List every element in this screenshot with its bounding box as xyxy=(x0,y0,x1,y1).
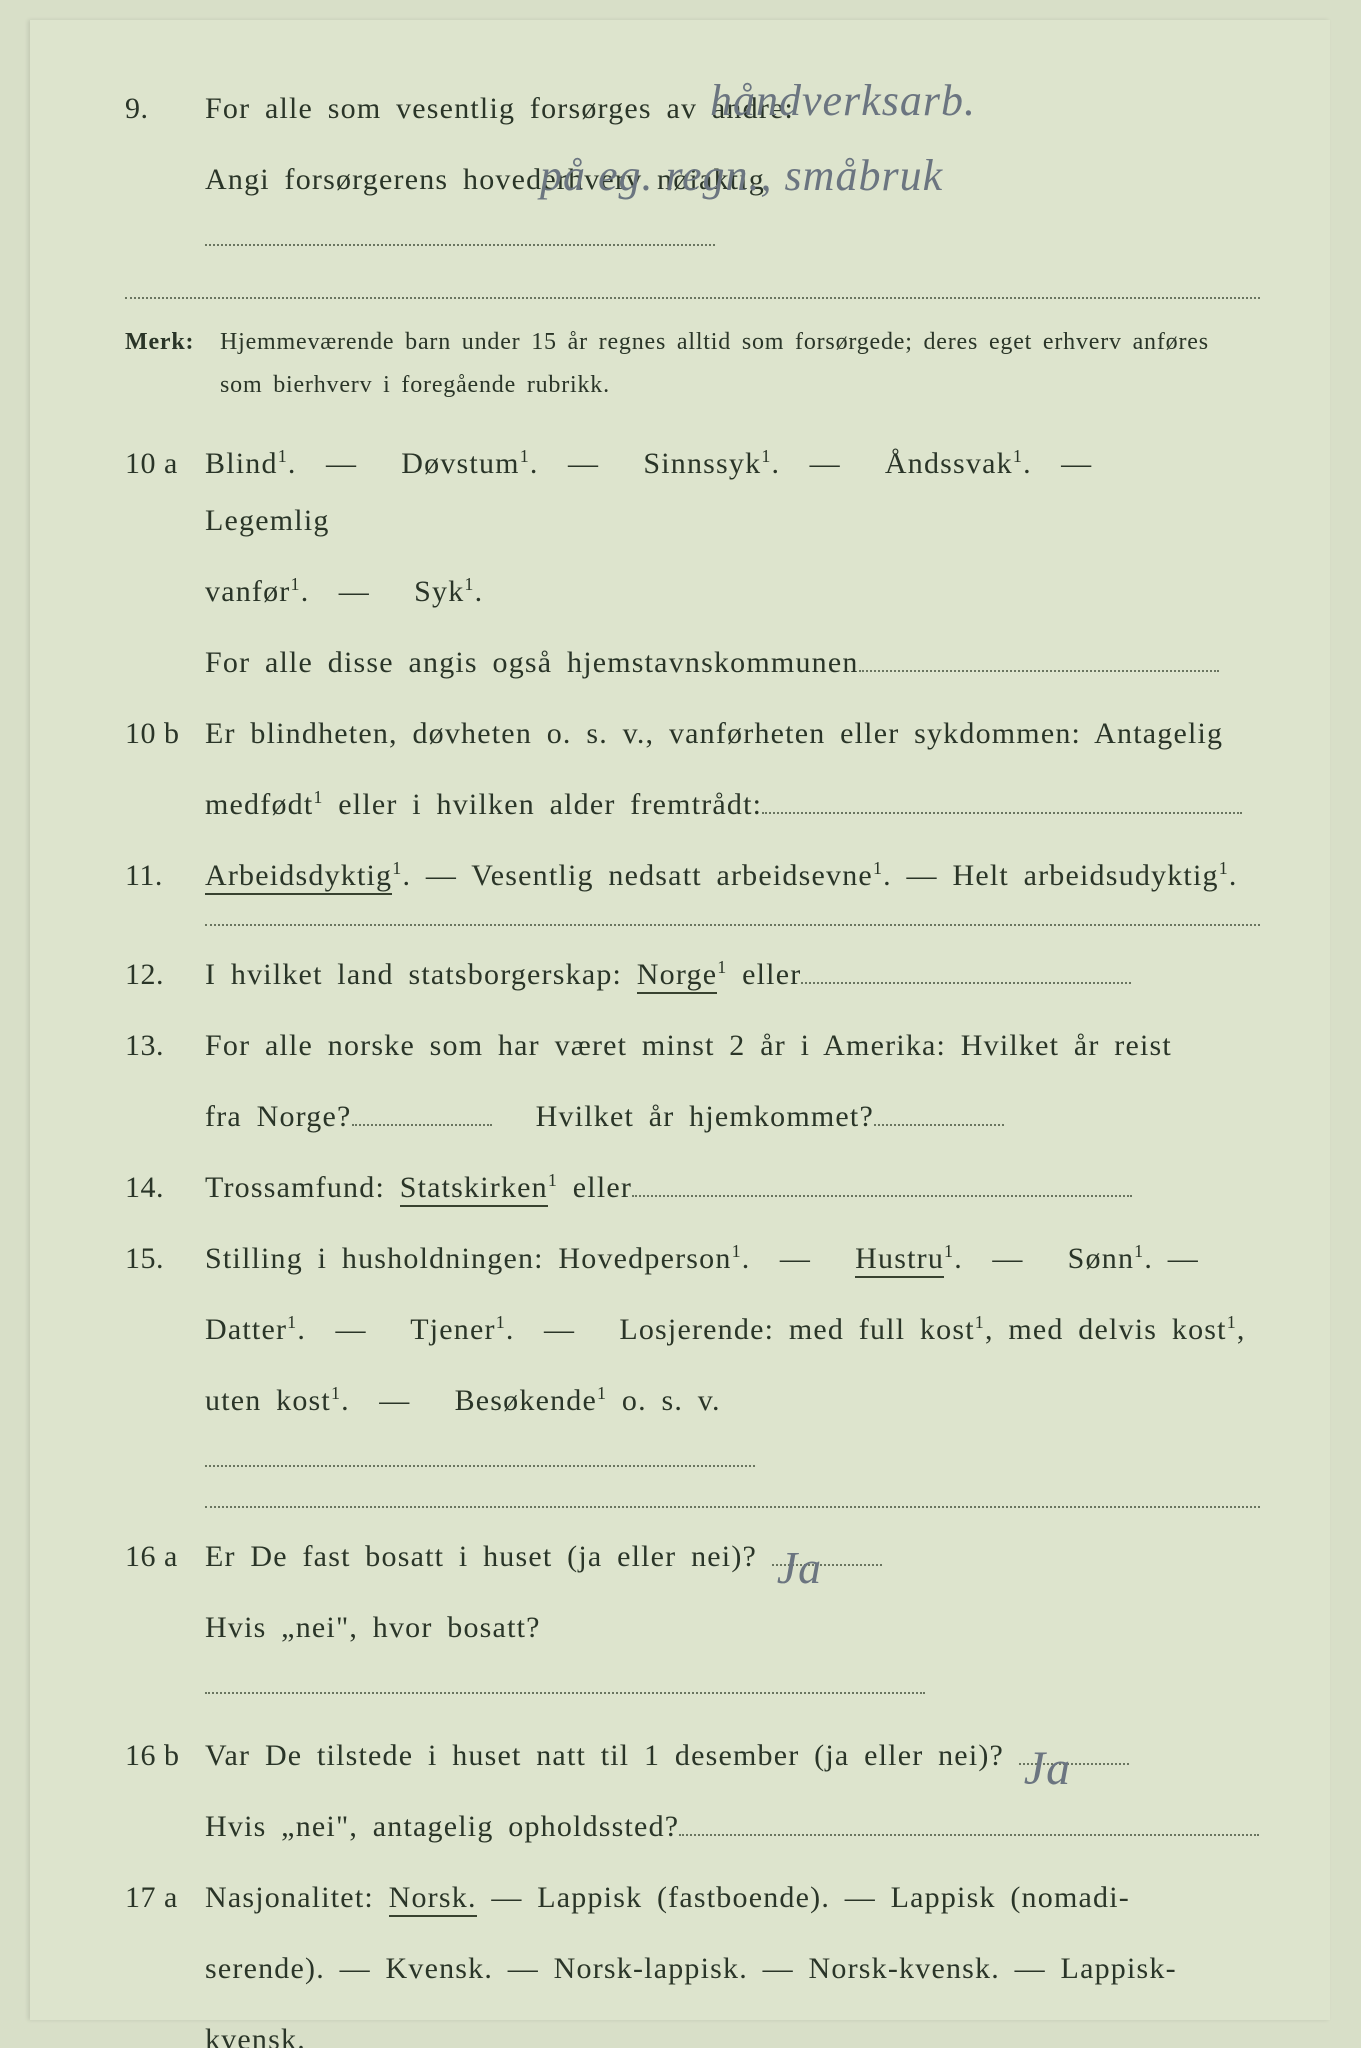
question-13: 13. For alle norske som har været minst … xyxy=(125,1017,1260,1074)
question-9: 9. For alle som vesentlig forsørges av a… xyxy=(125,80,1260,137)
q16b-text2: Hvis „nei", antagelig opholdssted? xyxy=(205,1810,679,1843)
question-16b: 16 b Var De tilstede i huset natt til 1 … xyxy=(125,1727,1260,1784)
question-11: 11. Arbeidsdyktig1. — Vesentlig nedsatt … xyxy=(125,847,1260,904)
q10b-text2b: eller i hvilken alder fremtrådt: xyxy=(338,788,762,821)
q13-text2a: fra Norge? xyxy=(205,1100,352,1133)
q10b-text1: Er blindheten, døvheten o. s. v., vanfør… xyxy=(205,705,1260,762)
q15-opt-hustru: Hustru xyxy=(855,1242,944,1278)
q13-blank-2 xyxy=(874,1124,1004,1126)
q11-number: 11. xyxy=(125,847,205,904)
q14-text-b: eller xyxy=(573,1171,632,1204)
question-15: 15. Stilling i husholdningen: Hovedperso… xyxy=(125,1230,1260,1287)
question-16b-line2: Hvis „nei", antagelig opholdssted? xyxy=(125,1798,1260,1855)
question-16a-line2: Hvis „nei", hvor bosatt? xyxy=(125,1599,1260,1713)
q11-blank xyxy=(205,924,1260,926)
q17a-number: 17 a xyxy=(125,1869,205,1926)
q12-blank xyxy=(801,982,1131,984)
q14-number: 14. xyxy=(125,1159,205,1216)
q16a-blank-1: Ja xyxy=(772,1564,882,1566)
q10a-opt-legemlig: Legemlig xyxy=(205,504,330,537)
merk-label: Merk: xyxy=(125,321,220,364)
question-16a: 16 a Er De fast bosatt i huset (ja eller… xyxy=(125,1528,1260,1585)
q16a-number: 16 a xyxy=(125,1528,205,1585)
q13-blank-1 xyxy=(352,1124,492,1126)
question-12: 12. I hvilket land statsborgerskap: Norg… xyxy=(125,946,1260,1003)
q13-number: 13. xyxy=(125,1017,205,1074)
q10a-blank xyxy=(859,670,1219,672)
q15-blank xyxy=(205,1465,755,1467)
question-17a-line2: serende). — Kvensk. — Norsk-lappisk. — N… xyxy=(125,1940,1260,1997)
q14-blank xyxy=(632,1195,1132,1197)
q10a-opt-dovstum: Døvstum xyxy=(401,447,519,480)
q16a-handwritten: Ja xyxy=(777,1524,822,1611)
q15-opt-hovedperson: Hovedperson xyxy=(558,1242,731,1275)
question-10a-line3: For alle disse angis også hjemstavnskomm… xyxy=(125,634,1260,691)
q13-text2b: Hvilket år hjemkommet? xyxy=(536,1100,874,1133)
q9-handwritten-1: håndverksarb. xyxy=(710,75,976,126)
q16b-blank-1: Ja xyxy=(1019,1763,1129,1765)
q17a-rest3: kvensk. xyxy=(205,2011,1260,2048)
q15-blank-2 xyxy=(205,1506,1260,1508)
q12-number: 12. xyxy=(125,946,205,1003)
q10b-number: 10 b xyxy=(125,705,205,762)
q10a-opt-blind: Blind xyxy=(205,447,278,480)
q13-text1: For alle norske som har været minst 2 år… xyxy=(205,1017,1260,1074)
q11-opt-udyktig: Helt arbeidsudyktig xyxy=(952,859,1218,892)
q10a-number: 10 a xyxy=(125,435,205,492)
q15-text-osv: o. s. v. xyxy=(622,1384,721,1417)
q10a-opt-sinnssyk: Sinnssyk xyxy=(643,447,761,480)
q9-blank-1 xyxy=(205,244,715,246)
q11-opt-arbeidsdyktig: Arbeidsdyktig xyxy=(205,859,392,895)
q16a-text2: Hvis „nei", hvor bosatt? xyxy=(205,1611,541,1644)
q16b-number: 16 b xyxy=(125,1727,205,1784)
q17a-rest2: serende). — Kvensk. — Norsk-lappisk. — N… xyxy=(205,1940,1260,1997)
q17a-text-a: Nasjonalitet: xyxy=(205,1881,389,1914)
question-15-line3: uten kost1. — Besøkende1 o. s. v. xyxy=(125,1372,1260,1486)
q10a-opt-vanfor: vanfør xyxy=(205,575,291,608)
q15-text-delvis: , med delvis kost xyxy=(985,1313,1227,1346)
q16a-text1: Er De fast bosatt i huset (ja eller nei)… xyxy=(205,1540,757,1573)
question-10b: 10 b Er blindheten, døvheten o. s. v., v… xyxy=(125,705,1260,762)
q10b-blank xyxy=(762,812,1242,814)
q16b-blank-2 xyxy=(679,1834,1259,1836)
question-10a-line2: vanfør1. — Syk1. xyxy=(125,563,1260,620)
q15-opt-sonn: Sønn xyxy=(1068,1242,1135,1275)
q12-opt-norge: Norge xyxy=(637,958,717,994)
q14-opt-statskirken: Statskirken xyxy=(400,1171,548,1207)
q17a-opt-norsk: Norsk. xyxy=(389,1881,477,1917)
q15-opt-utenkost: uten kost xyxy=(205,1384,331,1417)
question-14: 14. Trossamfund: Statskirken1 eller xyxy=(125,1159,1260,1216)
q14-text-a: Trossamfund: xyxy=(205,1171,400,1204)
q10a-opt-syk: Syk xyxy=(414,575,464,608)
q12-text-b: eller xyxy=(742,958,801,991)
question-17a: 17 a Nasjonalitet: Norsk. — Lappisk (fas… xyxy=(125,1869,1260,1926)
q15-text-losjerende: Losjerende: med full kost xyxy=(619,1313,974,1346)
q9-handwritten-2: på eg. regn., småbruk xyxy=(540,150,943,201)
q15-number: 15. xyxy=(125,1230,205,1287)
question-13-line2: fra Norge? Hvilket år hjemkommet? xyxy=(125,1088,1260,1145)
q16b-handwritten: Ja xyxy=(1024,1723,1071,1814)
q15-opt-tjener: Tjener xyxy=(410,1313,495,1346)
question-15-line2: Datter1. — Tjener1. — Losjerende: med fu… xyxy=(125,1301,1260,1358)
question-10a: 10 a Blind1. — Døvstum1. — Sinnssyk1. — … xyxy=(125,435,1260,549)
question-10b-line2: medfødt1 eller i hvilken alder fremtrådt… xyxy=(125,776,1260,833)
q11-opt-nedsatt: Vesentlig nedsatt arbeidsevne xyxy=(471,859,873,892)
q16a-blank-2 xyxy=(205,1692,925,1694)
q10b-medfodt: medfødt xyxy=(205,788,313,821)
q17a-rest1: — Lappisk (fastboende). — Lappisk (nomad… xyxy=(491,1881,1130,1914)
q16b-text1: Var De tilstede i huset natt til 1 desem… xyxy=(205,1739,1004,1772)
merk-text: Hjemmeværende barn under 15 år regnes al… xyxy=(220,321,1260,407)
document-page: 9. For alle som vesentlig forsørges av a… xyxy=(30,20,1330,2020)
q12-text-a: I hvilket land statsborgerskap: xyxy=(205,958,637,991)
question-17a-line3: kvensk. xyxy=(125,2011,1260,2048)
q10a-line3-text: For alle disse angis også hjemstavnskomm… xyxy=(205,646,859,679)
q9-blank-2 xyxy=(125,297,1260,299)
q10a-opt-andssvak: Åndssvak xyxy=(885,447,1013,480)
q15-opt-besokende: Besøkende xyxy=(455,1384,597,1417)
q15-opt-datter: Datter xyxy=(205,1313,287,1346)
q15-text-a: Stilling i husholdningen: xyxy=(205,1242,558,1275)
q9-number: 9. xyxy=(125,80,205,137)
merk-note: Merk: Hjemmeværende barn under 15 år reg… xyxy=(125,321,1260,407)
